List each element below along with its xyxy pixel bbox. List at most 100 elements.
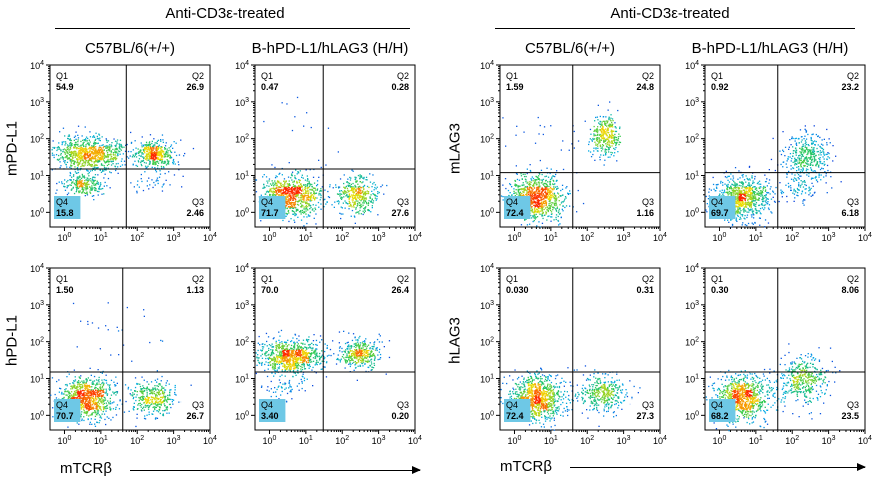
event-dot: [359, 181, 362, 183]
event-dot: [314, 208, 317, 211]
event-dot: [546, 209, 549, 211]
event-dot: [515, 189, 517, 191]
event-dot: [86, 181, 89, 183]
event-dot: [367, 209, 369, 211]
event-dot: [505, 187, 507, 190]
event-dot: [359, 175, 361, 177]
event-dot: [748, 178, 751, 180]
event-dot: [595, 143, 597, 145]
event-dot: [272, 194, 275, 196]
event-dot: [100, 188, 102, 190]
event-dot: [136, 165, 139, 167]
event-dot: [755, 187, 758, 189]
event-dot: [119, 139, 122, 141]
event-dot: [349, 202, 351, 204]
event-dot: [754, 186, 756, 188]
event-dot: [558, 213, 561, 215]
event-dot: [753, 204, 755, 206]
event-dot: [98, 133, 100, 135]
event-dot: [601, 137, 603, 139]
event-dot: [507, 189, 510, 192]
event-dot: [589, 128, 592, 131]
event-dot: [314, 207, 316, 209]
event-dot: [155, 147, 157, 149]
event-dot: [77, 182, 79, 184]
event-dot: [547, 176, 550, 178]
event-dot: [80, 157, 82, 159]
event-dot: [89, 153, 91, 155]
event-dot: [120, 160, 123, 162]
event-dot: [106, 152, 109, 154]
event-dot: [771, 212, 773, 214]
event-dot: [347, 182, 349, 184]
event-dot: [619, 126, 621, 128]
event-dot: [735, 210, 737, 212]
event-dot: [604, 133, 606, 135]
event-dot: [763, 208, 765, 211]
event-dot: [309, 184, 311, 186]
event-dot: [529, 186, 531, 189]
event-dot: [357, 191, 359, 193]
event-dot: [91, 160, 93, 163]
event-dot: [91, 179, 94, 181]
event-dot: [616, 139, 618, 141]
event-dot: [298, 184, 300, 187]
event-dot: [531, 190, 533, 192]
event-dot: [100, 158, 102, 160]
event-dot: [61, 182, 63, 185]
event-dot: [303, 194, 306, 196]
event-dot: [762, 196, 764, 198]
event-dot: [361, 182, 363, 184]
event-dot: [58, 181, 60, 183]
y-tick-label: 101: [480, 171, 494, 182]
event-dot: [274, 190, 276, 193]
event-dot: [156, 148, 159, 150]
event-dot: [290, 195, 292, 197]
event-dot: [165, 164, 168, 166]
event-dot: [93, 146, 95, 149]
event-dot: [748, 165, 751, 168]
event-dot: [160, 139, 162, 141]
event-dot: [83, 151, 85, 153]
event-dot: [301, 209, 303, 212]
event-dot: [610, 125, 612, 127]
event-dot: [294, 177, 296, 179]
event-dot: [610, 120, 612, 122]
event-dot: [604, 154, 607, 156]
quadrant-value: 54.9: [56, 82, 74, 92]
event-dot: [308, 205, 310, 207]
event-dot: [79, 191, 81, 193]
event-dot: [283, 188, 285, 190]
event-dot: [552, 195, 555, 198]
event-dot: [363, 178, 365, 180]
quadrant-label-bg: [54, 196, 81, 219]
event-dot: [149, 150, 152, 153]
event-dot: [551, 191, 553, 193]
event-dot: [367, 202, 370, 204]
event-dot: [367, 202, 370, 205]
event-dot: [608, 144, 610, 146]
event-dot: [95, 184, 97, 186]
event-dot: [605, 153, 607, 155]
event-dot: [165, 152, 167, 154]
event-dot: [359, 190, 362, 192]
event-dot: [80, 156, 82, 158]
x-tick-label: 100: [508, 232, 522, 243]
event-dot: [271, 184, 273, 186]
event-dot: [66, 147, 68, 149]
event-dot: [601, 134, 603, 136]
event-dot: [538, 186, 540, 188]
event-dot: [544, 185, 546, 188]
event-dot: [80, 183, 82, 185]
event-dot: [537, 206, 540, 208]
event-dot: [164, 172, 166, 175]
event-dot: [255, 179, 258, 181]
event-dot: [541, 212, 543, 215]
event-dot: [101, 149, 103, 151]
event-dot: [370, 194, 372, 196]
event-dot: [152, 163, 154, 165]
event-dot: [612, 143, 614, 145]
event-dot: [732, 189, 734, 191]
event-dot: [90, 157, 92, 159]
